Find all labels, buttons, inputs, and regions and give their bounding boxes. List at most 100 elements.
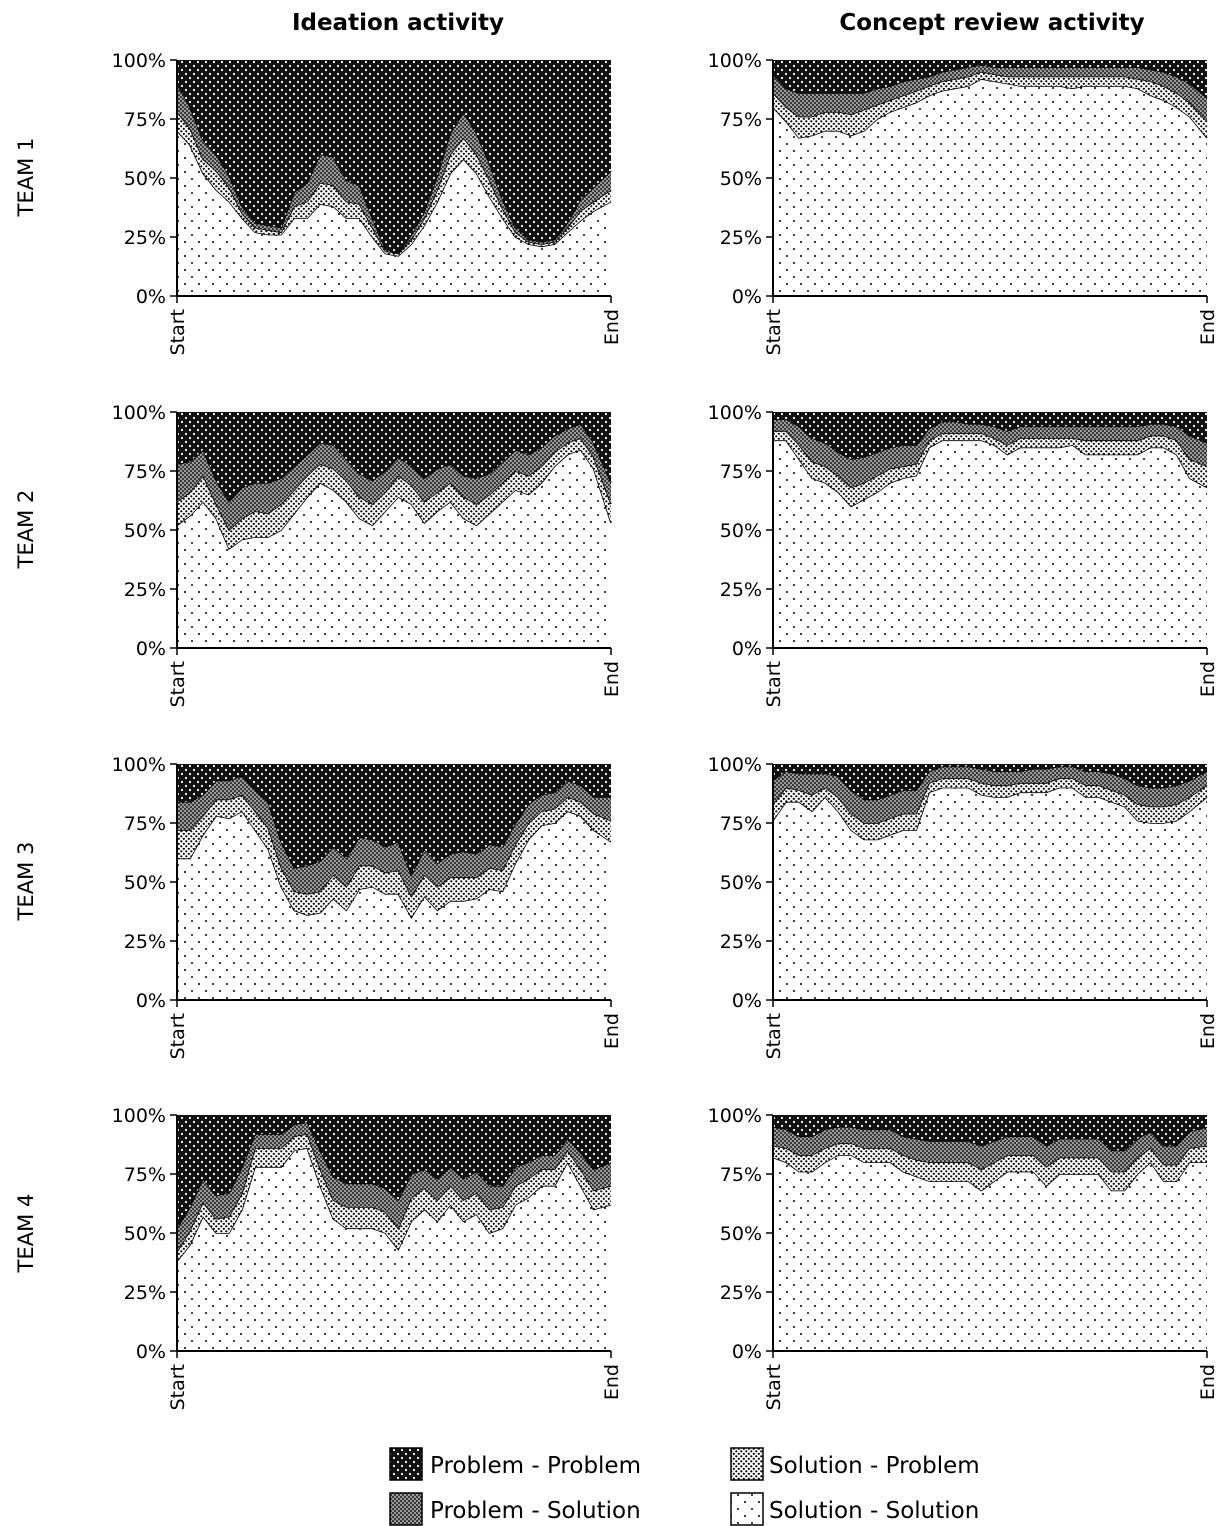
column-title-concept-review: Concept review activity xyxy=(839,10,1144,36)
x-tick-label: Start xyxy=(167,661,189,707)
area-solution-solution xyxy=(773,787,1207,1000)
area-problem-solution xyxy=(177,775,611,897)
y-tick-label: 100% xyxy=(708,402,762,424)
area-solution-solution xyxy=(177,1148,611,1351)
area-solution-problem xyxy=(773,71,1207,138)
y-tick-label: 50% xyxy=(124,520,166,542)
area-solution-problem xyxy=(177,794,611,918)
row-label-team-4: TEAM 4 xyxy=(14,1194,38,1274)
y-tick-label: 75% xyxy=(720,813,762,835)
y-tick-label: 0% xyxy=(136,286,166,308)
x-tick-label: End xyxy=(601,1364,623,1400)
y-tick-label: 50% xyxy=(124,168,166,190)
y-tick-label: 75% xyxy=(124,813,166,835)
y-tick-label: 0% xyxy=(732,990,762,1012)
y-tick-label: 0% xyxy=(136,990,166,1012)
y-tick-label: 25% xyxy=(720,579,762,601)
y-tick-label: 25% xyxy=(124,227,166,249)
area-problem-problem xyxy=(177,764,611,875)
panel-ideation-team-2: 0% 25% 50% 75% 100% Start End xyxy=(112,402,623,707)
panel-concept-review-team-4: 0% 25% 50% 75% 100% Start End xyxy=(708,1105,1219,1410)
area-solution-problem xyxy=(177,438,611,549)
panel-concept-review-team-3: 0% 25% 50% 75% 100% Start End xyxy=(708,754,1219,1059)
legend-swatch-solution-solution xyxy=(730,1492,764,1526)
panel-concept-review-team-1: 0% 25% 50% 75% 100% Start End xyxy=(708,50,1219,355)
area-problem-problem xyxy=(773,764,1207,800)
y-tick-label: 75% xyxy=(124,109,166,131)
column-title-ideation: Ideation activity xyxy=(292,10,504,36)
area-solution-problem xyxy=(773,1143,1207,1191)
y-tick-label: 50% xyxy=(124,872,166,894)
row-label-team-1: TEAM 1 xyxy=(14,138,38,218)
area-problem-problem xyxy=(177,412,611,502)
y-tick-label: 0% xyxy=(136,1341,166,1363)
panel-ideation-team-1: 0% 25% 50% 75% 100% Start End xyxy=(112,50,623,355)
area-solution-problem xyxy=(177,1133,611,1262)
x-tick-label: End xyxy=(1197,661,1219,697)
y-tick-label: 25% xyxy=(124,579,166,601)
x-tick-label: Start xyxy=(167,1364,189,1410)
y-tick-label: 25% xyxy=(124,931,166,953)
x-tick-label: End xyxy=(1197,309,1219,345)
legend-label-solution-solution: Solution - Solution xyxy=(769,1498,979,1524)
panel-concept-review-team-2: 0% 25% 50% 75% 100% Start End xyxy=(708,402,1219,707)
area-problem-problem xyxy=(177,1115,611,1229)
x-tick-label: Start xyxy=(763,1013,785,1059)
area-problem-solution xyxy=(773,1126,1207,1172)
area-solution-problem xyxy=(773,430,1207,507)
legend-label-problem-problem: Problem - Problem xyxy=(430,1453,641,1479)
area-problem-problem xyxy=(773,60,1207,98)
x-tick-label: End xyxy=(601,1013,623,1049)
area-problem-problem xyxy=(773,412,1207,460)
y-tick-label: 100% xyxy=(112,402,166,424)
x-tick-label: Start xyxy=(763,309,785,355)
y-tick-label: 100% xyxy=(708,754,762,776)
y-tick-label: 0% xyxy=(732,286,762,308)
row-label-team-3: TEAM 3 xyxy=(14,842,38,922)
y-tick-label: 75% xyxy=(124,1164,166,1186)
legend-swatch-solution-problem xyxy=(730,1447,764,1481)
panel-ideation-team-4: 0% 25% 50% 75% 100% Start End xyxy=(112,1105,623,1410)
area-solution-solution xyxy=(773,78,1207,297)
x-tick-label: Start xyxy=(167,1013,189,1059)
area-problem-problem xyxy=(177,60,611,254)
y-tick-label: 75% xyxy=(720,461,762,483)
y-tick-label: 100% xyxy=(708,50,762,72)
y-tick-label: 25% xyxy=(720,1282,762,1304)
y-tick-label: 25% xyxy=(124,1282,166,1304)
x-tick-label: End xyxy=(601,661,623,697)
y-tick-label: 75% xyxy=(720,109,762,131)
y-tick-label: 75% xyxy=(720,1164,762,1186)
y-tick-label: 100% xyxy=(112,50,166,72)
area-problem-solution xyxy=(773,766,1207,823)
y-tick-label: 0% xyxy=(732,1341,762,1363)
area-problem-solution xyxy=(773,419,1207,488)
x-tick-label: Start xyxy=(763,661,785,707)
area-solution-solution xyxy=(177,449,611,648)
y-tick-label: 75% xyxy=(124,461,166,483)
x-tick-label: End xyxy=(1197,1013,1219,1049)
y-tick-label: 50% xyxy=(720,168,762,190)
area-solution-solution xyxy=(773,440,1207,648)
legend-swatch-problem-solution xyxy=(389,1492,423,1526)
y-tick-label: 100% xyxy=(708,1105,762,1127)
x-tick-label: End xyxy=(1197,1364,1219,1400)
legend-swatch-problem-problem xyxy=(389,1447,423,1481)
y-tick-label: 100% xyxy=(112,754,166,776)
area-problem-solution xyxy=(177,423,611,530)
legend-label-solution-problem: Solution - Problem xyxy=(769,1453,980,1479)
y-tick-label: 50% xyxy=(720,520,762,542)
legend-label-problem-solution: Problem - Solution xyxy=(430,1498,641,1524)
area-problem-problem xyxy=(773,1115,1207,1151)
y-tick-label: 25% xyxy=(720,931,762,953)
row-label-team-2: TEAM 2 xyxy=(14,490,38,570)
y-tick-label: 50% xyxy=(720,872,762,894)
panel-ideation-team-3: 0% 25% 50% 75% 100% Start End xyxy=(112,754,623,1059)
y-tick-label: 100% xyxy=(112,1105,166,1127)
y-tick-label: 0% xyxy=(732,638,762,660)
x-tick-label: End xyxy=(601,309,623,345)
area-solution-solution xyxy=(177,130,611,296)
x-tick-label: Start xyxy=(763,1364,785,1410)
y-tick-label: 25% xyxy=(720,227,762,249)
